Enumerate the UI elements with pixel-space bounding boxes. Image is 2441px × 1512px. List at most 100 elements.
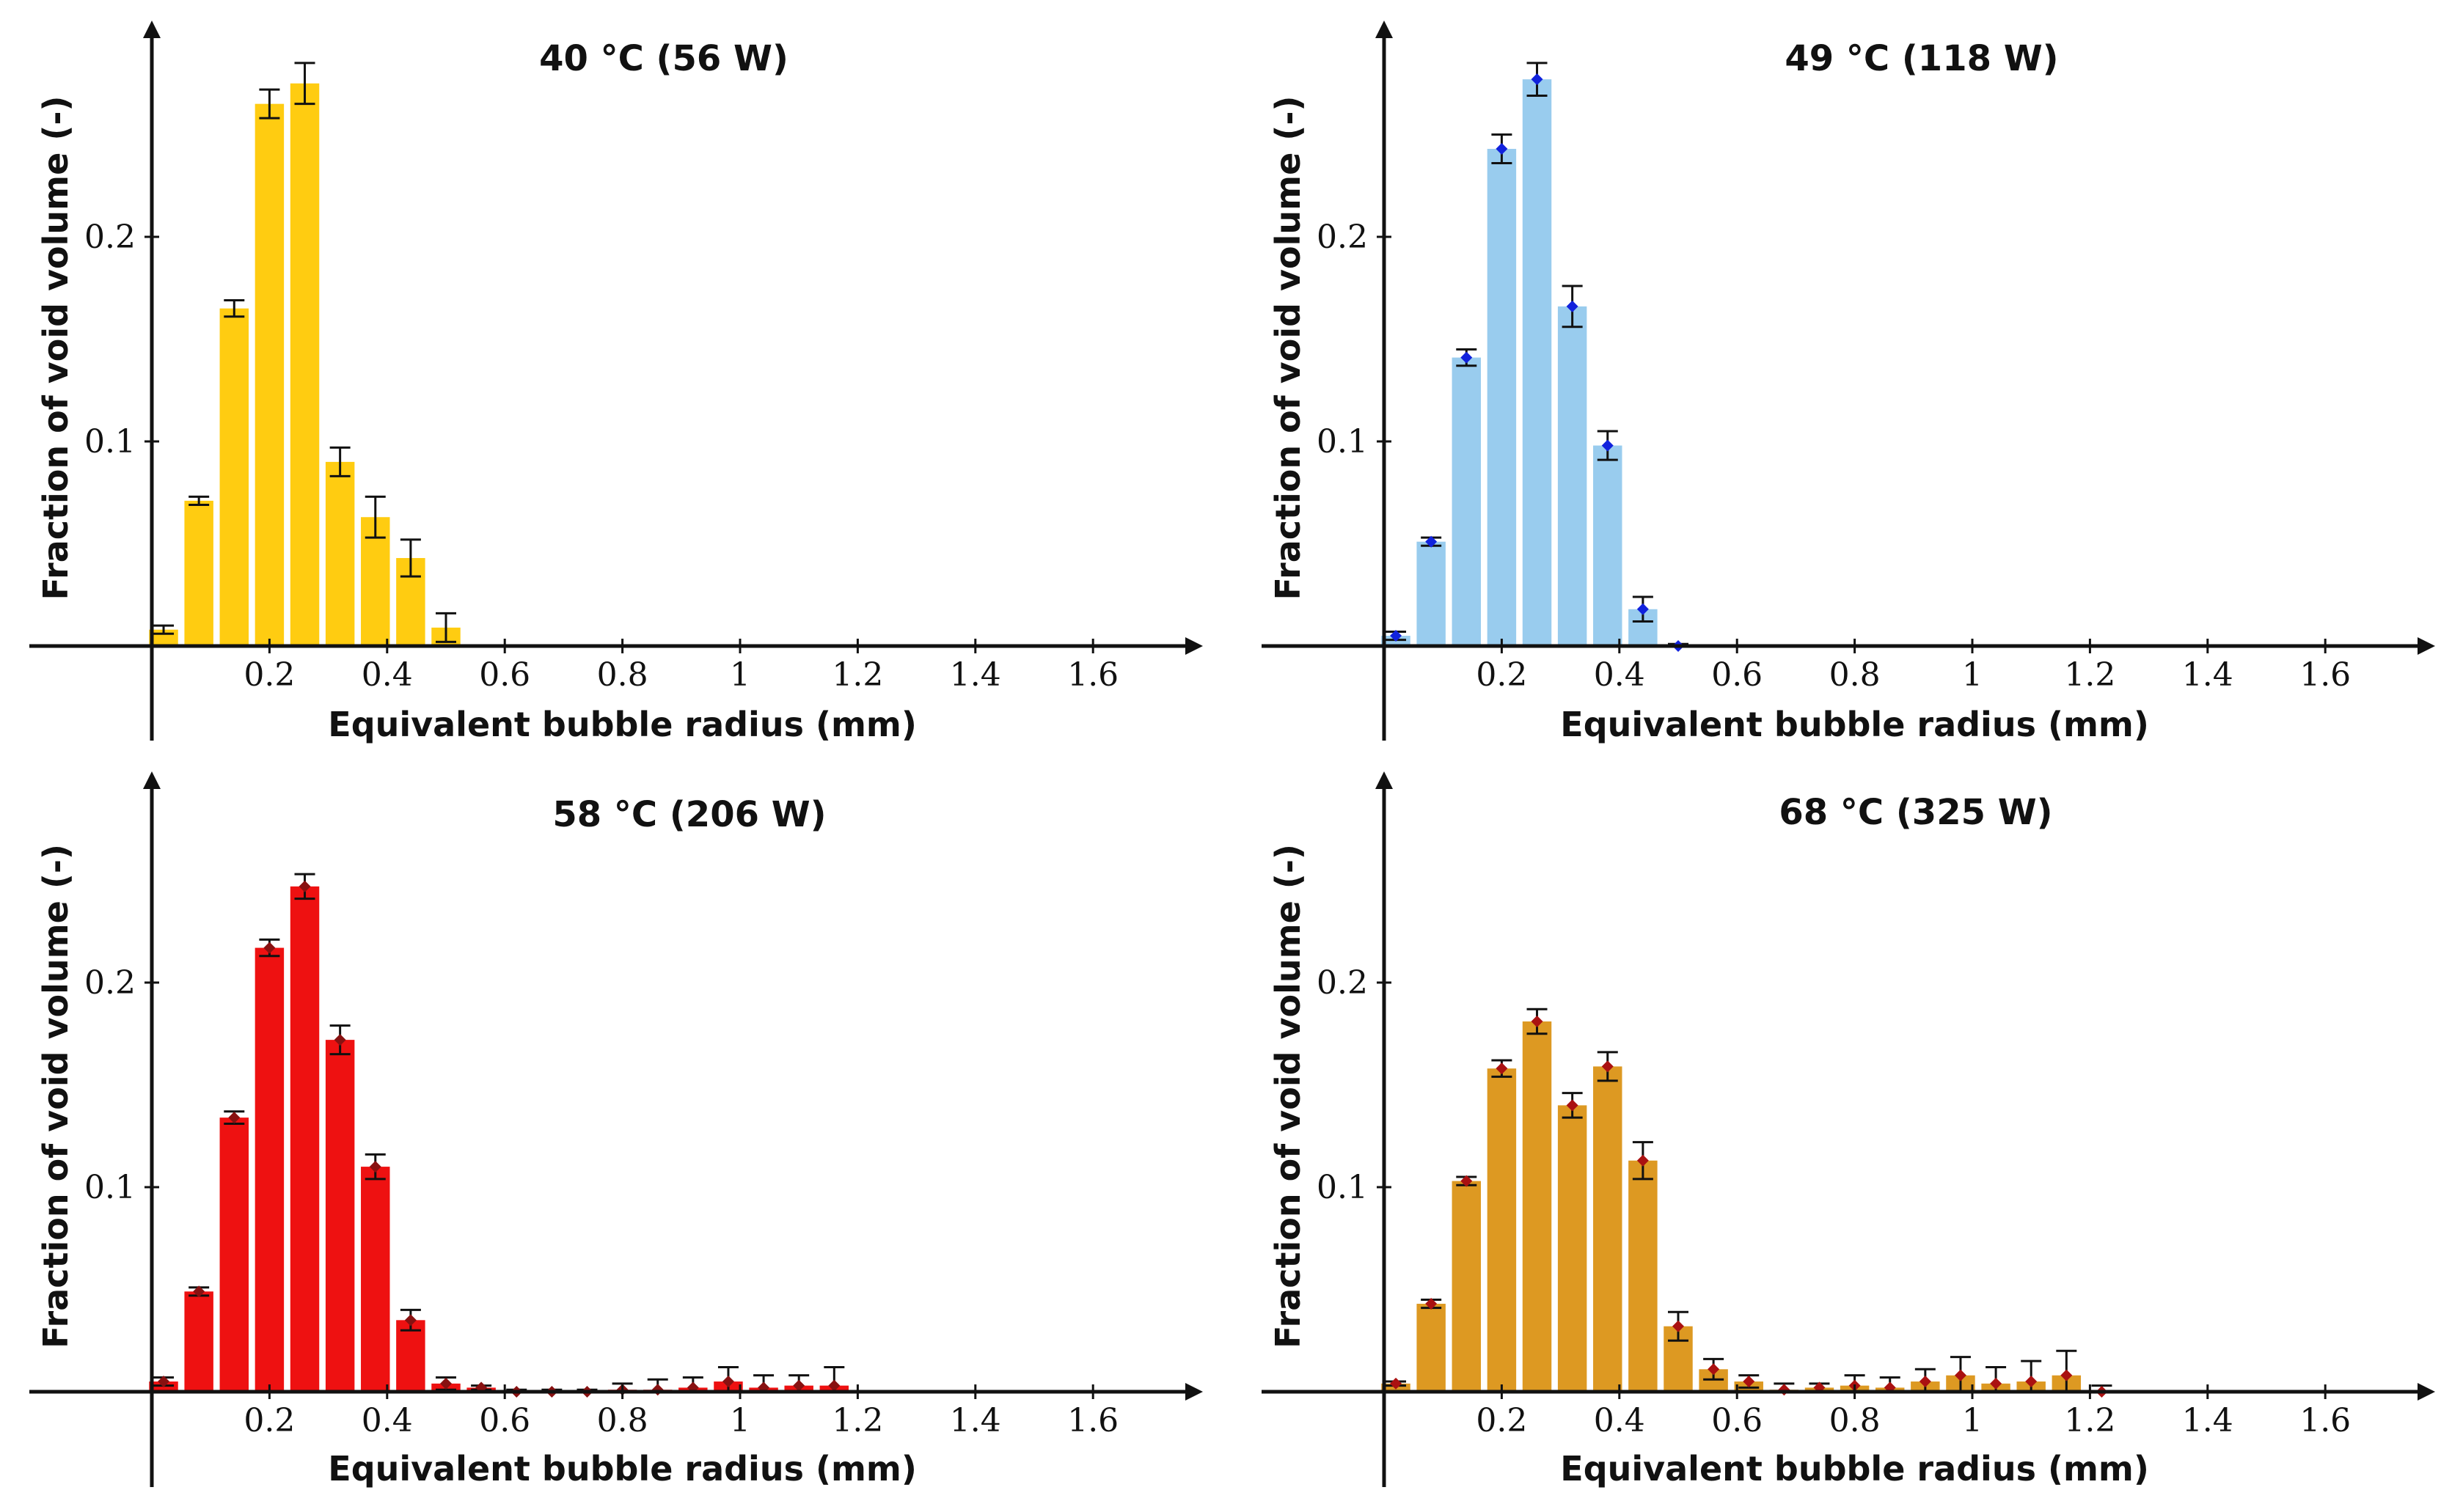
data-marker (1672, 1320, 1684, 1332)
chart-title: 40 °C (56 W) (539, 38, 788, 79)
x-tick-label: 0.4 (1594, 656, 1645, 694)
x-tick-label: 0.8 (597, 1402, 648, 1439)
error-bar (294, 62, 315, 106)
bar (1593, 445, 1622, 646)
data-marker (404, 1314, 417, 1326)
data-marker (440, 1377, 452, 1390)
data-marker (1636, 603, 1649, 615)
x-tick-label: 0.2 (1476, 656, 1527, 694)
data-marker (1919, 1376, 1931, 1388)
data-marker (1778, 1384, 1790, 1396)
data-marker (1708, 1363, 1720, 1376)
data-marker (651, 1384, 664, 1396)
y-tick-label: 0.2 (1317, 964, 1368, 1002)
bar (219, 308, 249, 646)
x-tick-label: 1 (730, 656, 750, 694)
x-tick-label: 0.2 (244, 1402, 295, 1439)
x-tick-label: 1.6 (1067, 656, 1119, 694)
bar (325, 1040, 355, 1392)
x-tick-label: 0.6 (1711, 656, 1763, 694)
y-tick-label: 0.2 (1317, 219, 1368, 256)
x-axis-arrow (2418, 1383, 2435, 1401)
y-axis-arrow (1375, 771, 1393, 789)
x-tick-label: 1.6 (2299, 656, 2351, 694)
data-marker (722, 1376, 734, 1388)
data-marker (1990, 1377, 2002, 1390)
x-axis-label: Equivalent bubble radius (mm) (328, 705, 917, 744)
bar (361, 1167, 390, 1392)
data-marker (334, 1034, 346, 1046)
bar (1522, 1021, 1552, 1392)
data-marker (828, 1379, 841, 1392)
x-tick-label: 0.8 (1829, 656, 1881, 694)
bar (1487, 149, 1517, 646)
chart-title: 58 °C (206 W) (552, 794, 826, 835)
data-marker (1566, 300, 1578, 312)
data-marker (1390, 630, 1402, 642)
error-bar (153, 624, 175, 635)
y-tick-label: 0.2 (84, 964, 136, 1002)
bar (219, 1118, 249, 1392)
bar (1628, 1160, 1658, 1392)
axes (1262, 31, 2425, 741)
chart-title: 49 °C (118 W) (1785, 38, 2058, 79)
x-tick-label: 0.2 (1476, 1402, 1527, 1439)
data-marker (2025, 1376, 2038, 1388)
bar (290, 83, 320, 646)
y-tick-label: 0.1 (1317, 423, 1368, 460)
x-axis-label: Equivalent bubble radius (mm) (1560, 1449, 2149, 1489)
data-marker (1566, 1099, 1578, 1112)
x-tick-label: 1.4 (2182, 1402, 2233, 1439)
bar (1522, 79, 1552, 647)
x-tick-label: 1.6 (1067, 1402, 1119, 1439)
x-tick-label: 0.8 (597, 656, 648, 694)
y-tick-label: 0.1 (84, 1169, 136, 1206)
bar (1416, 541, 1446, 646)
data-marker (228, 1112, 241, 1124)
data-marker (263, 942, 276, 954)
data-marker (1425, 535, 1438, 548)
x-tick-label: 0.6 (479, 656, 530, 694)
chart-panel-1: 0.2 0.4 0.6 0.8 1 1.2 1.4 1.6 0.1 0.2 40 °C (56 W)… (29, 21, 1203, 744)
y-axis-arrow (1375, 21, 1393, 38)
error-bar (189, 495, 210, 506)
y-axis-label: Fraction of void volume (-) (36, 844, 76, 1348)
bar (1452, 357, 1482, 646)
bar (1452, 1181, 1482, 1392)
error-bar (259, 88, 280, 120)
data-marker (1636, 1154, 1649, 1167)
x-axis-arrow (1185, 1383, 1203, 1401)
error-bar (400, 538, 421, 578)
data-marker (1496, 143, 1508, 155)
x-tick-label: 1 (1962, 656, 1983, 694)
error-bar (224, 298, 245, 318)
y-axis-label: Fraction of void volume (-) (36, 96, 76, 601)
data-marker (2060, 1369, 2073, 1381)
axes (29, 31, 1193, 741)
y-tick-label: 0.1 (84, 423, 136, 460)
y-tick-label: 0.2 (84, 219, 136, 256)
x-tick-label: 1 (730, 1402, 750, 1439)
y-axis-label: Fraction of void volume (-) (1268, 96, 1308, 601)
error-bar (436, 612, 456, 643)
x-tick-label: 0.4 (362, 1402, 413, 1439)
data-marker (793, 1379, 805, 1392)
x-tick-label: 1.2 (2064, 656, 2115, 694)
data-marker (299, 880, 311, 892)
y-axis-arrow (143, 21, 161, 38)
data-marker (193, 1285, 205, 1298)
x-tick-label: 0.6 (479, 1402, 530, 1439)
y-axis-label: Fraction of void volume (-) (1268, 844, 1308, 1348)
bar (1593, 1066, 1622, 1392)
bar (1557, 306, 1587, 646)
bar (1487, 1068, 1517, 1392)
bar (325, 461, 355, 646)
chart-title: 68 °C (325 W) (1779, 792, 2052, 833)
x-tick-label: 1.2 (2064, 1402, 2115, 1439)
data-marker (1390, 1377, 1402, 1390)
x-tick-label: 1.4 (950, 656, 1001, 694)
bar (1416, 1304, 1446, 1392)
data-marker (1743, 1376, 1755, 1388)
error-bar (365, 495, 386, 539)
y-tick-label: 0.1 (1317, 1169, 1368, 1206)
